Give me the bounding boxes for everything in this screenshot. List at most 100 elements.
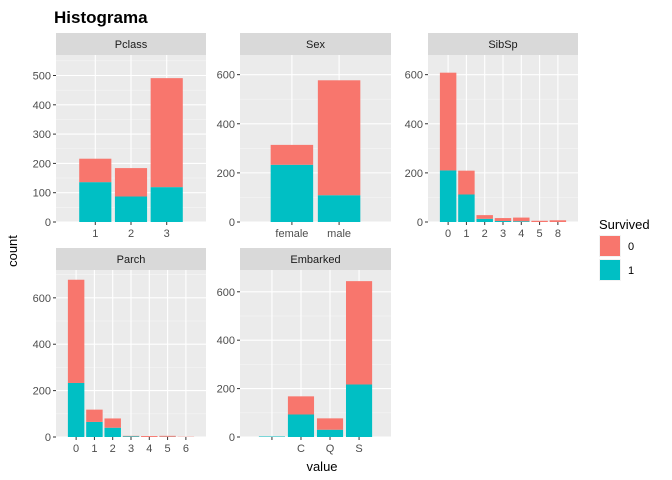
x-tick-label: 1 [91,443,97,455]
y-tick-label: 500 [33,71,51,83]
x-tick-label: 4 [146,443,152,455]
x-tick-label: female [275,228,308,240]
bar-survived-0 [549,220,567,222]
panel-strip [56,248,206,270]
y-tick-label: 200 [217,384,235,396]
x-tick-label: 2 [128,228,134,240]
panel-strip-label: Embarked [290,254,340,266]
bar-survived-1 [458,194,475,222]
x-tick-label: 1 [92,228,98,240]
y-tick-label: 600 [33,293,51,305]
y-tick-label: 600 [217,70,235,82]
panel-sex: Sex 0 200 400 600 female male [217,33,391,240]
x-tick-label: 3 [500,228,506,240]
bar-survived-1 [476,218,493,222]
bar-survived-1 [122,436,140,437]
x-tick-label: 4 [518,228,524,240]
x-tick-label: C [297,443,305,455]
bar-survived-0 [345,281,373,385]
x-axis-title: value [306,459,337,474]
x-tick-label: 1 [463,228,469,240]
panel-embarked: Embarked 0 200 400 600 C Q S [217,248,391,455]
x-tick-label: 2 [110,443,116,455]
panel-strip [56,33,206,55]
bar-survived-0 [513,217,530,222]
bar-survived-0 [79,158,112,183]
x-tick-label: 3 [128,443,134,455]
bar-survived-0 [86,409,103,422]
bar-survived-1 [104,427,121,437]
x-tick-label: 5 [537,228,543,240]
bar-survived-0 [287,396,315,415]
panel-strip [428,33,578,55]
x-tick-label: 3 [164,228,170,240]
bar-survived-0 [458,170,475,195]
bar-survived-1 [494,221,512,222]
bar-survived-1 [86,421,103,437]
x-tick-label: S [355,443,362,455]
bar-survived-0 [114,168,148,197]
y-tick-label: 400 [33,339,51,351]
y-tick-label: 600 [405,70,423,82]
x-tick-label: 6 [183,443,189,455]
chart-title: Histograma [54,8,148,27]
panel-pclass: Pclass 0 100 200 300 400 500 1 2 3 [33,33,206,240]
bar-survived-1 [287,414,315,437]
x-tick-label: 0 [445,228,451,240]
y-tick-label: 200 [33,158,51,170]
bar-survived-1 [67,382,85,437]
bar-survived-0 [159,435,176,437]
y-axis-title: count [5,235,20,267]
bar-survived-1 [270,164,314,222]
y-tick-label: 300 [33,129,51,141]
x-tick-label: Q [326,443,335,455]
panel-strip-label: Parch [117,254,146,266]
panel-strip [240,248,391,270]
bar-survived-0 [316,418,344,430]
y-tick-label: 600 [217,287,235,299]
bar-survived-1 [114,196,148,222]
y-tick-label: 0 [45,432,51,444]
y-tick-label: 200 [33,386,51,398]
bar-survived-0 [104,418,121,428]
bar-survived-1 [439,170,457,222]
y-tick-label: 100 [33,188,51,200]
bar-survived-0 [317,80,361,196]
bar-survived-0 [141,436,158,437]
legend-label: 0 [628,241,634,253]
bar-survived-1 [316,429,344,437]
x-tick-label: 0 [73,443,79,455]
y-tick-label: 0 [229,432,235,444]
legend-swatch [600,236,620,256]
bar-survived-1 [317,195,361,222]
bar-survived-1 [513,221,530,222]
y-tick-label: 400 [217,335,235,347]
bar-survived-0 [67,279,85,383]
bar-survived-0 [531,220,548,222]
bar-survived-0 [494,218,512,222]
panel-strip-label: Pclass [115,39,148,51]
panel-background [240,55,391,222]
y-tick-label: 0 [229,217,235,229]
x-tick-label: male [327,228,351,240]
panel-strip-label: SibSp [488,39,517,51]
y-tick-label: 400 [405,119,423,131]
bar-survived-0 [476,215,493,219]
legend-label: 1 [628,265,634,277]
bar-survived-1 [79,182,112,222]
legend-title: Survived [599,217,650,232]
x-tick-label: 2 [482,228,488,240]
bar-survived-1 [150,187,183,222]
y-tick-label: 400 [217,119,235,131]
y-tick-label: 400 [33,100,51,112]
x-tick-label: 5 [165,443,171,455]
legend-swatch [600,260,620,280]
bar-survived-0 [150,78,183,188]
y-tick-label: 0 [417,217,423,229]
legend-entries: 01 [599,235,634,281]
legend: Survived 01 [599,217,650,281]
